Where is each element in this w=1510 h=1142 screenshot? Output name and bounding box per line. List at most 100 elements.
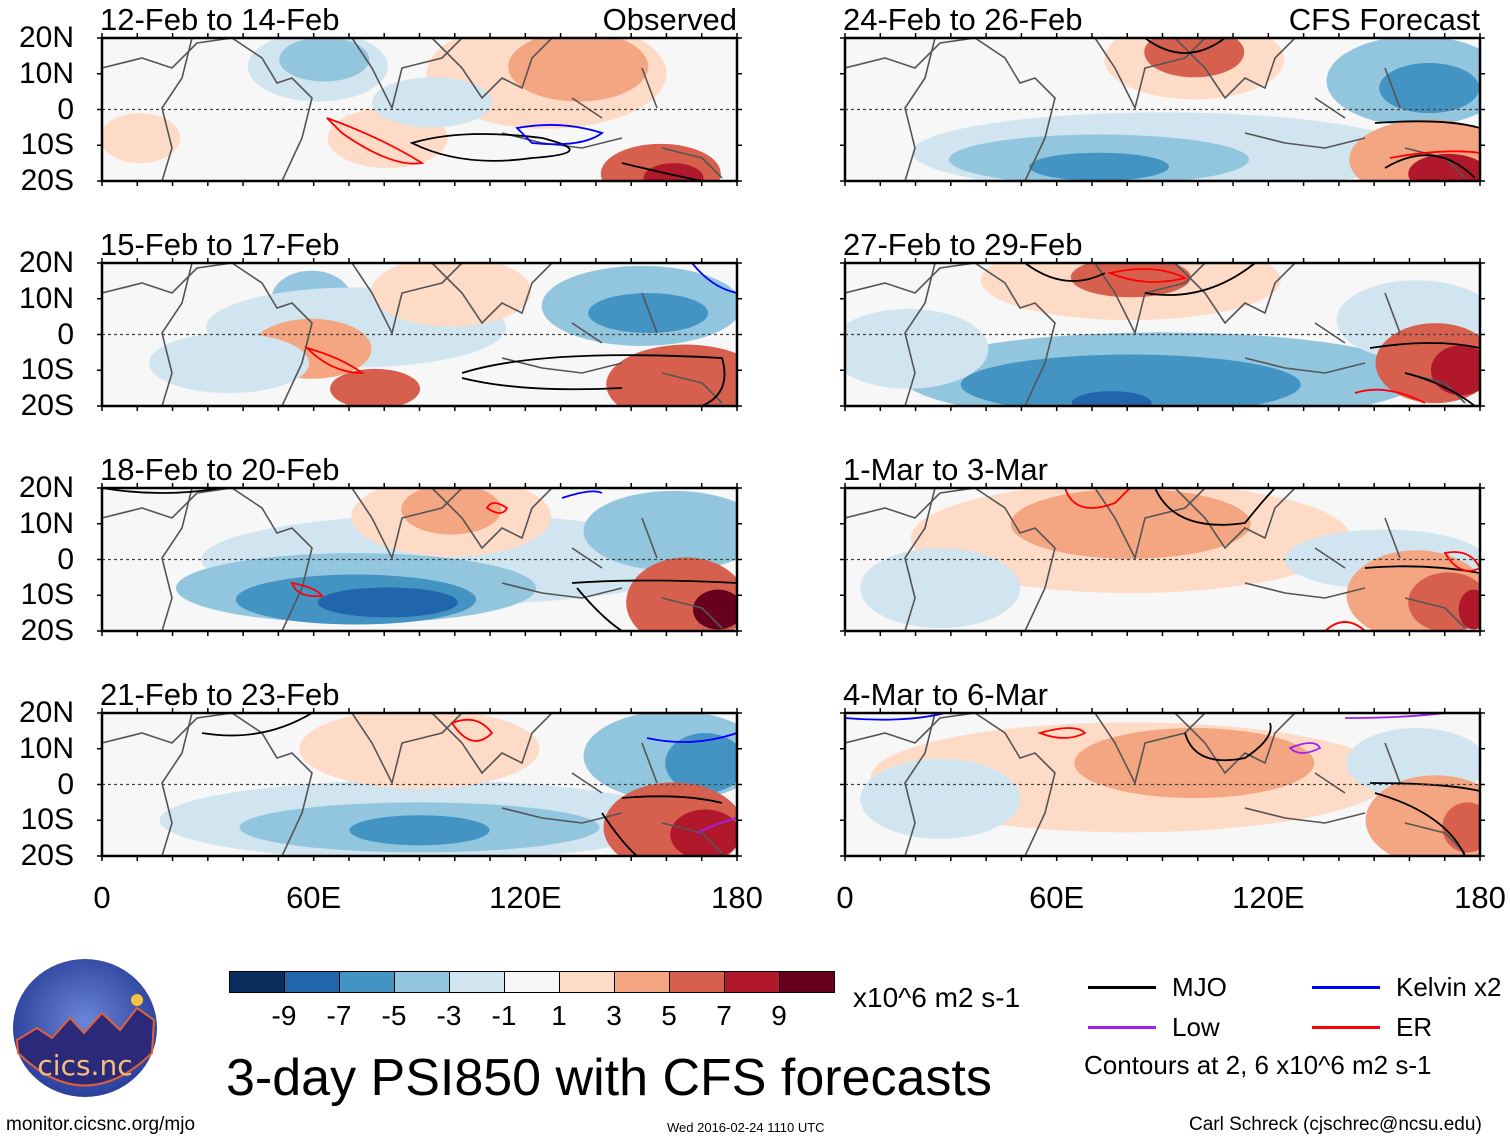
colorbar-tick-label: 9: [771, 1000, 787, 1031]
colorbar-swatch: [229, 971, 285, 993]
map-panel: [97, 483, 742, 636]
lat-tick-label: 10S: [20, 353, 74, 387]
coastline: [161, 263, 193, 406]
coastline: [431, 713, 553, 775]
legend-line-mjo: [1088, 986, 1156, 989]
anomaly-region: [860, 758, 1021, 839]
contour-line: [696, 817, 737, 834]
contour-line: [621, 162, 703, 181]
lat-tick-label: 20N: [18, 471, 74, 504]
map-panel: [840, 708, 1485, 861]
contour-line: [601, 795, 723, 856]
coastline: [845, 263, 1056, 406]
coastline: [904, 488, 936, 631]
lat-tick-label: 10N: [18, 56, 74, 90]
contour-line: [1184, 722, 1272, 762]
anomaly-region: [1442, 802, 1480, 853]
lat-tick-label: 20N: [18, 246, 74, 279]
contour-line: [201, 713, 313, 737]
contour-line: [845, 713, 946, 721]
legend-label: Kelvin x2: [1396, 972, 1502, 1002]
panel-label: Observed: [602, 2, 737, 37]
anomaly-region: [665, 733, 737, 794]
lat-tick-label: 20S: [20, 389, 74, 422]
legend-label: ER: [1396, 1012, 1433, 1042]
coastline: [904, 38, 936, 181]
lat-tick-label: 20S: [20, 839, 74, 872]
contour-line: [1369, 342, 1480, 406]
coastline: [904, 263, 936, 406]
panel-title: 1-Mar to 3-Mar: [843, 452, 1048, 487]
contour-note: Contours at 2, 6 x10^6 m2 s-1: [1084, 1050, 1432, 1080]
colorbar-swatch: [449, 971, 505, 993]
coastline: [1244, 292, 1466, 404]
coastline: [351, 488, 463, 561]
lon-tick-label: 60E: [286, 880, 342, 915]
map-panel: [840, 258, 1485, 411]
footer-timestamp: Wed 2016-02-24 1110 UTC: [667, 1120, 825, 1135]
contour-line: [1374, 120, 1480, 179]
lat-tick-label: 0: [57, 92, 74, 126]
colorbar-tick-label: -9: [271, 1000, 297, 1031]
colorbar-units: x10^6 m2 s-1: [853, 982, 1021, 1013]
legend-line-kelvin: [1312, 986, 1380, 989]
lat-tick-label: 10S: [20, 578, 74, 612]
coastline: [501, 517, 723, 629]
anomaly-map: [97, 258, 742, 411]
svg-text:cics.nc: cics.nc: [37, 1049, 132, 1082]
anomaly-region: [317, 587, 458, 618]
anomaly-region: [299, 713, 540, 789]
anomaly-region: [349, 815, 490, 846]
lat-tick-label: 0: [57, 542, 74, 576]
footer-author: Carl Schreck (cjschrec@ncsu.edu): [1189, 1114, 1482, 1135]
contour-line: [691, 263, 737, 294]
contour-line: [1144, 38, 1226, 54]
panel-title: 4-Mar to 6-Mar: [843, 677, 1048, 712]
map-panel: [840, 483, 1485, 636]
anomaly-region: [149, 333, 309, 394]
lon-tick-label: 0: [93, 880, 111, 915]
colorbar-tick-label: 5: [661, 1000, 677, 1031]
contour-line: [1324, 621, 1366, 631]
colorbar-tick-label: -7: [326, 1000, 352, 1031]
coastline: [1174, 488, 1296, 550]
contour-line: [515, 124, 604, 146]
contour-line: [303, 346, 365, 374]
coastline: [1244, 742, 1466, 854]
anomaly-region: [588, 293, 709, 334]
contour-line: [1389, 150, 1480, 159]
map-panel: [840, 33, 1485, 186]
anomaly-map: [840, 258, 1485, 411]
legend-line-low: [1088, 1026, 1156, 1029]
coastline: [102, 38, 313, 181]
lon-tick-label: 180: [1454, 880, 1506, 915]
lon-tick-label: 120E: [1232, 880, 1305, 915]
coastline: [845, 488, 1056, 631]
panel-label: CFS Forecast: [1288, 2, 1480, 37]
contour-line: [409, 133, 571, 162]
anomaly-region: [692, 589, 737, 630]
contour-line: [450, 718, 494, 742]
contour-line: [1354, 388, 1426, 404]
lat-tick-label: 20N: [18, 21, 74, 54]
map-panel: [97, 708, 742, 861]
lat-tick-label: 10S: [20, 803, 74, 837]
anomaly-map: [840, 483, 1485, 636]
anomaly-map: [97, 33, 742, 186]
anomaly-region: [1379, 63, 1480, 114]
coastline: [1094, 263, 1206, 336]
colorbar-swatch: [394, 971, 450, 993]
coastline: [351, 713, 463, 786]
coastline: [1174, 38, 1296, 100]
map-panel: [97, 258, 742, 411]
lat-tick-label: 0: [57, 767, 74, 801]
coastline: [161, 488, 193, 631]
coastline: [1094, 713, 1206, 786]
lon-tick-label: 60E: [1029, 880, 1085, 915]
anomaly-region: [1029, 152, 1169, 181]
contour-line: [646, 732, 737, 743]
panel-title: 12-Feb to 14-Feb: [100, 2, 340, 37]
anomaly-region: [401, 488, 502, 535]
legend-label: MJO: [1172, 972, 1227, 1002]
footer-url[interactable]: monitor.cicsnc.org/mjo: [6, 1114, 196, 1135]
